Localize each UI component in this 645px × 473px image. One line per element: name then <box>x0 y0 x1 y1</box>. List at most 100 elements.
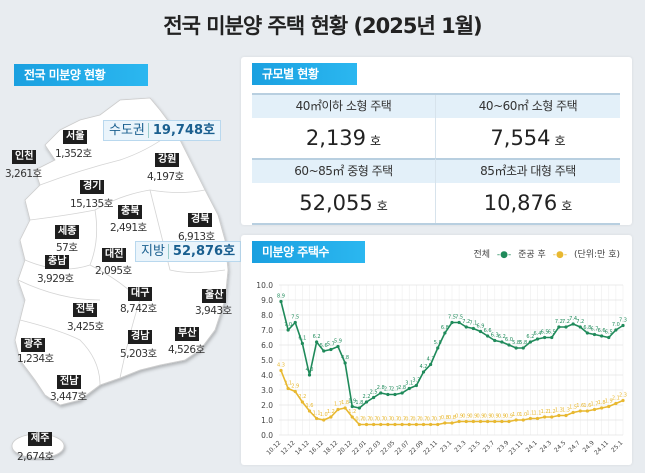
region-label: 인천 <box>12 150 37 164</box>
y-tick-label: 1.0 <box>261 416 273 425</box>
x-tick-label: 22.05 <box>379 439 396 456</box>
data-label: 1.1 <box>534 411 542 417</box>
data-point <box>521 418 525 422</box>
x-tick-label: 20.12 <box>337 439 354 456</box>
data-point <box>400 391 404 395</box>
x-tick-label: 24.7 <box>567 439 582 454</box>
data-point <box>329 415 333 419</box>
unit: 호 <box>554 134 566 148</box>
data-label: 0.7 <box>434 417 442 423</box>
data-point <box>500 419 504 424</box>
data-label: 7.0 <box>284 322 292 328</box>
x-tick-label: 22.11 <box>422 439 439 456</box>
data-label: 5.6 <box>320 343 328 349</box>
data-label: 0.7 <box>412 417 420 423</box>
data-point <box>607 404 611 409</box>
region-value: 57호 <box>56 242 78 254</box>
data-label: 6.1 <box>298 336 306 342</box>
region-label: 광주 <box>21 338 46 352</box>
data-label: 6.6 <box>484 328 492 334</box>
x-tick-label: 18.12 <box>322 439 339 456</box>
data-point <box>286 386 290 391</box>
size-value: 2,139 호 <box>252 118 435 158</box>
data-point <box>507 419 511 424</box>
region-label: 제주 <box>28 432 53 446</box>
data-point <box>429 422 433 427</box>
data-point <box>564 325 568 329</box>
data-point <box>600 334 604 338</box>
data-label: 1.2 <box>541 409 549 415</box>
data-point <box>493 338 497 343</box>
data-label: 5.9 <box>334 339 342 345</box>
data-label: 0.8 <box>441 415 449 421</box>
data-label: 2.8 <box>398 385 406 391</box>
data-point <box>464 325 468 329</box>
data-label: 0.7 <box>398 417 406 423</box>
size-number: 2,139 <box>305 126 367 150</box>
data-point <box>528 416 532 421</box>
data-label: 1.2 <box>348 409 356 415</box>
y-tick-label: 10.0 <box>256 281 273 290</box>
data-point <box>571 410 575 415</box>
data-label: 6.2 <box>313 334 321 340</box>
data-point <box>300 341 304 346</box>
region-value: 2,095호 <box>95 265 132 277</box>
data-point <box>486 334 490 338</box>
data-label: 0.9 <box>455 414 463 420</box>
region-value: 2,674호 <box>17 451 54 463</box>
region-label: 서울 <box>63 130 88 144</box>
data-label: 5.7 <box>327 342 335 348</box>
capital-area-label: 수도권 <box>109 123 145 138</box>
data-label: 2.2 <box>298 394 306 400</box>
unit: 호 <box>561 199 573 213</box>
data-label: 6.2 <box>498 334 506 340</box>
data-label: 7.0 <box>612 322 620 328</box>
data-label: 7.4 <box>569 316 577 322</box>
data-point <box>471 419 475 424</box>
data-label: 0.8 <box>448 415 456 421</box>
data-point <box>400 422 404 427</box>
data-label: 6.0 <box>505 337 513 343</box>
size-panel: 규모별 현황 40㎡이하 소형 주택 2,139 호 40~60㎡ 소형 주택 7,5… <box>241 57 632 225</box>
size-number: 10,876 <box>483 191 558 215</box>
data-point <box>436 422 440 427</box>
data-point <box>336 344 340 349</box>
data-label: 7.5 <box>455 315 463 321</box>
data-point <box>493 419 497 424</box>
x-tick-label: 23.11 <box>508 439 525 456</box>
data-point <box>571 322 575 326</box>
region-value: 3,943호 <box>195 305 232 317</box>
data-point <box>279 368 283 373</box>
data-label: 2.7 <box>384 387 392 393</box>
data-point <box>614 328 618 332</box>
data-point <box>464 419 468 424</box>
data-point <box>450 421 454 425</box>
size-grid: 40㎡이하 소형 주택 2,139 호 40~60㎡ 소형 주택 7,554 호 60~… <box>252 93 620 225</box>
region-label: 세종 <box>55 225 80 239</box>
x-tick-label: 22.01 <box>351 439 368 456</box>
data-point <box>614 401 618 406</box>
x-tick-label: 24.3 <box>539 439 554 454</box>
data-point <box>585 331 589 335</box>
region-label: 경남 <box>128 330 153 344</box>
y-tick-label: 4.0 <box>261 371 273 380</box>
data-point <box>457 320 461 325</box>
data-label: 5.8 <box>434 340 442 346</box>
data-label: 3.3 <box>412 378 420 384</box>
data-label: 1.6 <box>583 403 591 409</box>
x-tick-label: 23.5 <box>468 439 483 454</box>
size-value: 52,055 호 <box>252 183 435 223</box>
data-point <box>578 325 582 329</box>
data-label: 0.9 <box>462 414 470 420</box>
data-point <box>386 422 390 427</box>
data-label: 6.3 <box>491 333 499 339</box>
data-point <box>500 340 504 344</box>
data-point <box>307 409 312 413</box>
y-tick-label: 5.0 <box>261 356 273 365</box>
data-label: 7.2 <box>576 319 584 325</box>
size-label: 60~85㎡ 중형 주택 <box>252 160 435 183</box>
data-label: 0.7 <box>370 417 378 423</box>
region-value: 8,742호 <box>120 303 157 315</box>
data-label: 0.7 <box>405 417 413 423</box>
x-tick-label: 22.03 <box>365 439 382 456</box>
